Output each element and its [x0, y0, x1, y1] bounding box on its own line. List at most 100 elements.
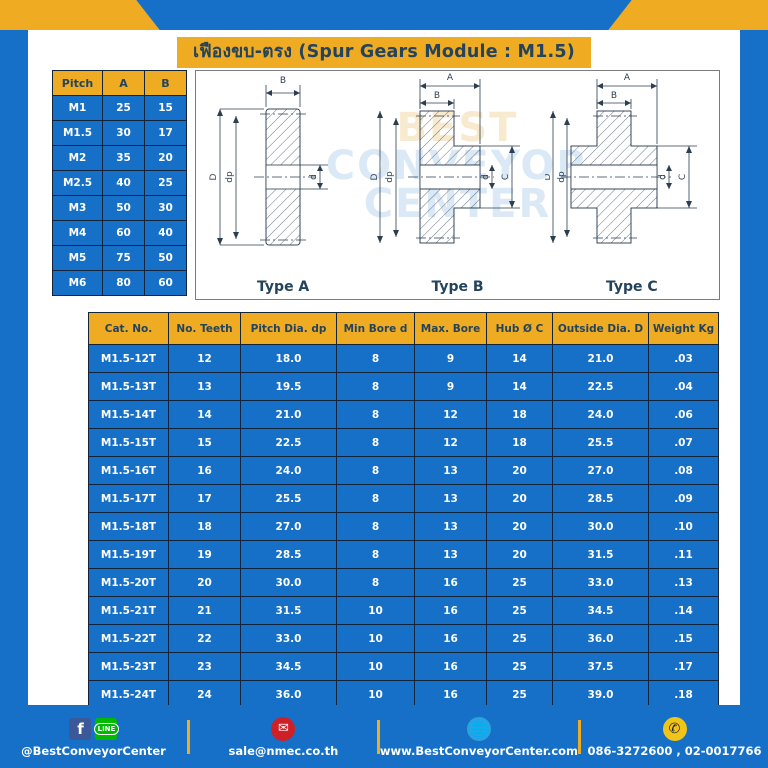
svg-text:D: D	[545, 173, 553, 180]
spec-cell: M1.5-23T	[88, 652, 169, 681]
spec-cell: 24.0	[240, 456, 337, 485]
spec-header-cell: Weight Kg	[648, 312, 719, 345]
spec-cell: 19.5	[240, 372, 337, 401]
diagram-caption-a: Type A	[257, 279, 310, 295]
spec-cell: 12	[414, 428, 487, 457]
svg-text:dp: dp	[225, 171, 235, 183]
facebook-icon[interactable]: f	[69, 717, 92, 740]
spec-cell: 36.0	[552, 624, 649, 653]
svg-text:B: B	[280, 76, 286, 86]
spec-cell: 15	[168, 428, 241, 457]
line-icon[interactable]: LINE	[93, 717, 120, 740]
website-url: www.BestConveyorCenter.com	[379, 743, 579, 758]
table-row: M1.5-15T 15 22.5 8 12 18 25.5.07	[88, 428, 719, 457]
page-title: เฟืองขบ-ตรง (Spur Gears Module : M1.5)	[177, 37, 591, 69]
spec-cell: 21.0	[240, 400, 337, 429]
spec-cell: 8	[336, 372, 415, 401]
spec-cell: 33.0	[552, 568, 649, 597]
spec-cell: 13	[414, 484, 487, 513]
spec-header-cell: Outside Dia. D	[552, 312, 649, 345]
spec-cell: 20	[486, 484, 553, 513]
spec-cell: .17	[648, 652, 719, 681]
globe-icon[interactable]: 🌐	[466, 716, 491, 741]
svg-text:A: A	[447, 73, 454, 83]
spec-cell: 9	[414, 372, 487, 401]
spec-cell: 30.0	[552, 512, 649, 541]
pitch-header-a: A	[102, 70, 145, 96]
footer-divider-2	[376, 719, 380, 754]
spec-cell: .07	[648, 428, 719, 457]
pitch-cell: 20	[144, 145, 187, 171]
pitch-cell: M4	[52, 220, 103, 246]
svg-text:B: B	[434, 91, 440, 101]
pitch-cell: 80	[102, 270, 145, 296]
type-a-drawing: B D dp d	[209, 76, 328, 246]
email-icon[interactable]: ✉	[271, 716, 296, 741]
spec-cell: 14	[486, 372, 553, 401]
pitch-cell: M5	[52, 245, 103, 271]
facebook-handle: @BestConveyorCenter	[21, 743, 166, 758]
svg-text:C: C	[501, 174, 511, 180]
spec-cell: 27.0	[552, 456, 649, 485]
diagram-type-c: A B D dp d C Type C	[545, 71, 719, 299]
spec-header-cell: Pitch Dia. dp	[240, 312, 337, 345]
spec-cell: 31.5	[240, 596, 337, 625]
pitch-cell: 50	[144, 245, 187, 271]
pitch-header-pitch: Pitch	[52, 70, 103, 96]
spec-cell: 27.0	[240, 512, 337, 541]
spec-cell: 18	[486, 428, 553, 457]
spec-cell: .15	[648, 624, 719, 653]
pitch-cell: 40	[144, 220, 187, 246]
table-row: M1.5-16T 16 24.0 8 13 20 27.0.08	[88, 456, 719, 485]
diagram-caption-b: Type B	[431, 279, 484, 295]
spec-cell: M1.5-13T	[88, 372, 169, 401]
spec-cell: M1.5-12T	[88, 344, 169, 373]
spec-cell: 28.5	[552, 484, 649, 513]
spec-cell: 31.5	[552, 540, 649, 569]
spec-cell: 8	[336, 344, 415, 373]
phone-icon[interactable]: ✆	[662, 716, 687, 741]
footer-phone[interactable]: ✆ 086-3272600 , 02-0017766	[581, 716, 768, 758]
spec-cell: 8	[336, 456, 415, 485]
footer-facebook[interactable]: f LINE @BestConveyorCenter	[0, 716, 187, 758]
spec-cell: 22.5	[240, 428, 337, 457]
spec-cell: .18	[648, 680, 719, 709]
pitch-header-b: B	[144, 70, 187, 96]
pitch-cell: 60	[144, 270, 187, 296]
spec-cell: 28.5	[240, 540, 337, 569]
spec-cell: 25	[486, 652, 553, 681]
pitch-table-row: M1 25 15	[52, 95, 187, 121]
table-row: M1.5-23T 23 34.5 10 16 25 37.5.17	[88, 652, 719, 681]
footer-website[interactable]: 🌐 www.BestConveyorCenter.com	[380, 716, 578, 758]
pitch-cell: M6	[52, 270, 103, 296]
table-row: M1.5-13T 13 19.5 8 9 14 22.5.04	[88, 372, 719, 401]
footer-divider-3	[578, 719, 582, 754]
spec-cell: 16	[414, 568, 487, 597]
spec-cell: 21.0	[552, 344, 649, 373]
spec-cell: 17	[168, 484, 241, 513]
spec-cell: 8	[336, 400, 415, 429]
spec-table: Cat. No. No. Teeth Pitch Dia. dp Min Bore d…	[88, 312, 719, 765]
spec-cell: 9	[414, 344, 487, 373]
spec-cell: 24	[168, 680, 241, 709]
spec-cell: 37.5	[552, 652, 649, 681]
email-address: sale@nmec.co.th	[228, 743, 339, 758]
spec-cell: 36.0	[240, 680, 337, 709]
spec-cell: 18	[486, 400, 553, 429]
pitch-cell: 17	[144, 120, 187, 146]
table-row: M1.5-20T 20 30.0 8 16 25 33.0.13	[88, 568, 719, 597]
spec-cell: .03	[648, 344, 719, 373]
spec-cell: 14	[486, 344, 553, 373]
footer-email[interactable]: ✉ sale@nmec.co.th	[190, 716, 377, 758]
spec-cell: .06	[648, 400, 719, 429]
pitch-table: Pitch A B M1 25 15 M1.5 30 17 M2 35 20 M2.5 40 25 M3…	[52, 70, 187, 296]
page-title-container: เฟืองขบ-ตรง (Spur Gears Module : M1.5)	[28, 30, 740, 69]
type-b-drawing: A B D dp d C	[370, 73, 521, 244]
svg-text:d: d	[309, 174, 319, 180]
spec-cell: 30.0	[240, 568, 337, 597]
pitch-table-row: M4 60 40	[52, 220, 187, 246]
pitch-cell: M1.5	[52, 120, 103, 146]
pitch-cell: 75	[102, 245, 145, 271]
svg-text:D: D	[209, 173, 219, 180]
svg-text:A: A	[624, 73, 631, 83]
